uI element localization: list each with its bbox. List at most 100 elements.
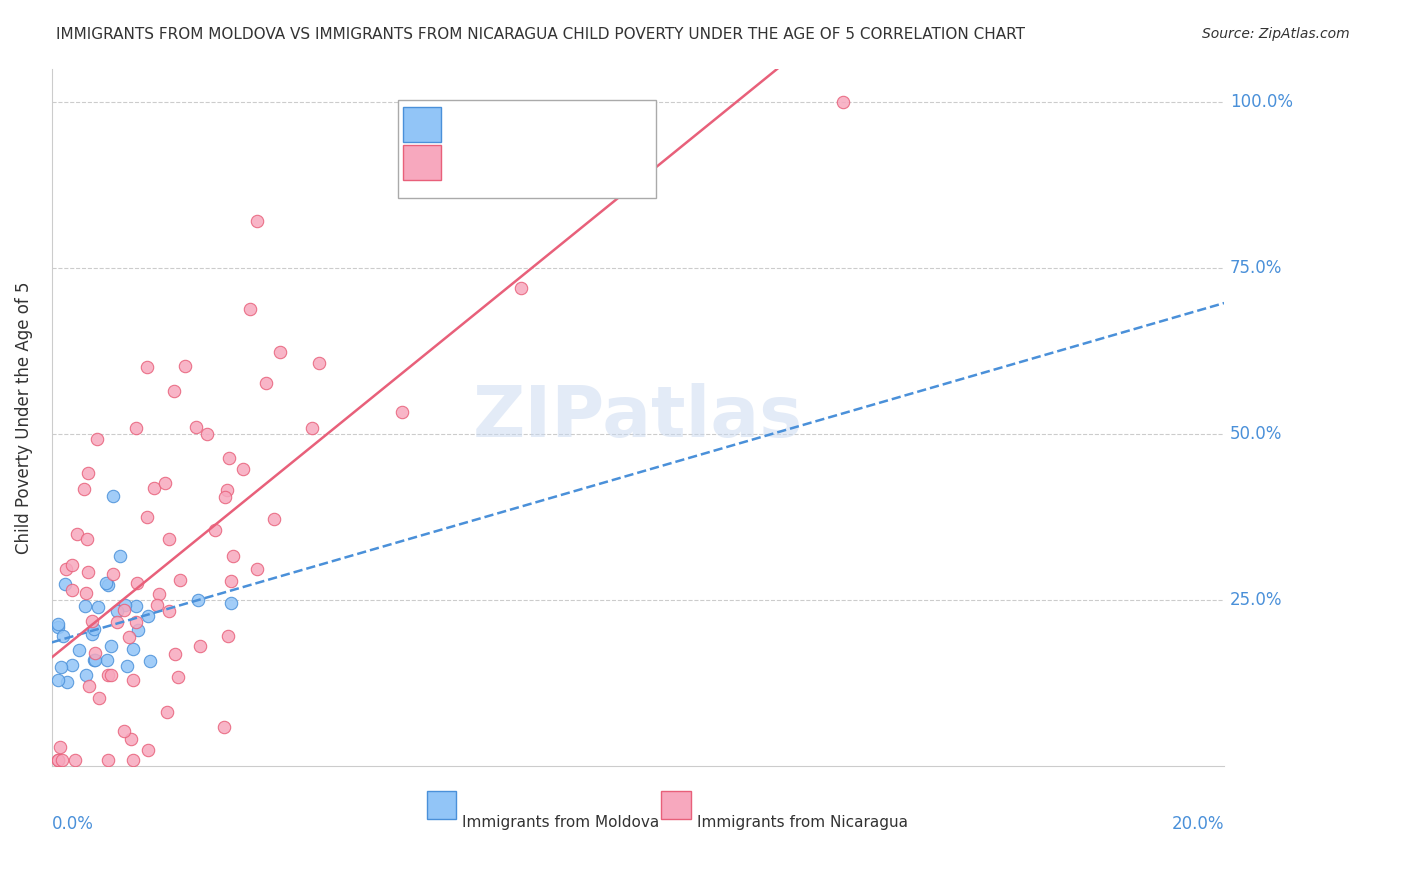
- Nicaragua: [174, 359, 197, 373]
- Nicaragua: [239, 302, 262, 317]
- Moldova: [108, 549, 131, 563]
- Moldova: [60, 657, 83, 672]
- FancyBboxPatch shape: [427, 790, 456, 819]
- Nicaragua: [214, 491, 236, 505]
- Nicaragua: [832, 95, 855, 109]
- Moldova: [103, 489, 125, 503]
- Nicaragua: [127, 575, 149, 590]
- Nicaragua: [86, 432, 108, 446]
- Nicaragua: [219, 574, 242, 588]
- Moldova: [49, 660, 72, 674]
- Moldova: [221, 596, 243, 610]
- Nicaragua: [218, 450, 240, 465]
- Text: IMMIGRANTS FROM MOLDOVA VS IMMIGRANTS FROM NICARAGUA CHILD POVERTY UNDER THE AGE: IMMIGRANTS FROM MOLDOVA VS IMMIGRANTS FR…: [56, 27, 1025, 42]
- Moldova: [127, 623, 149, 637]
- Moldova: [75, 599, 97, 613]
- Nicaragua: [117, 630, 139, 644]
- Nicaragua: [76, 532, 98, 546]
- FancyBboxPatch shape: [398, 100, 655, 198]
- Moldova: [114, 598, 136, 612]
- Nicaragua: [96, 668, 118, 682]
- Nicaragua: [165, 648, 187, 662]
- FancyBboxPatch shape: [404, 107, 441, 142]
- Text: R = 0.489: R = 0.489: [450, 155, 533, 170]
- Nicaragua: [77, 679, 100, 693]
- Nicaragua: [190, 639, 212, 653]
- Nicaragua: [63, 753, 86, 767]
- Moldova: [46, 620, 69, 634]
- Nicaragua: [254, 376, 277, 390]
- Moldova: [107, 604, 129, 618]
- Moldova: [46, 617, 69, 632]
- Nicaragua: [155, 475, 177, 490]
- Moldova: [83, 622, 105, 636]
- Nicaragua: [166, 670, 188, 684]
- Text: 100.0%: 100.0%: [1230, 93, 1294, 111]
- Nicaragua: [217, 629, 239, 643]
- FancyBboxPatch shape: [404, 145, 441, 180]
- Nicaragua: [156, 706, 179, 720]
- Nicaragua: [84, 647, 107, 661]
- Moldova: [52, 629, 75, 643]
- Text: N = 71: N = 71: [568, 155, 624, 170]
- Moldova: [53, 577, 76, 591]
- Moldova: [115, 659, 138, 673]
- Nicaragua: [105, 615, 128, 629]
- Text: 75.0%: 75.0%: [1230, 259, 1282, 277]
- Text: N = 32: N = 32: [568, 117, 626, 132]
- Nicaragua: [122, 673, 145, 687]
- Nicaragua: [246, 214, 269, 228]
- Moldova: [100, 639, 122, 653]
- Nicaragua: [120, 731, 142, 746]
- Nicaragua: [136, 360, 159, 375]
- Nicaragua: [169, 573, 191, 587]
- Nicaragua: [49, 739, 72, 754]
- Nicaragua: [301, 421, 323, 435]
- Text: Immigrants from Nicaragua: Immigrants from Nicaragua: [696, 815, 907, 830]
- Moldova: [83, 653, 105, 667]
- Moldova: [136, 609, 159, 624]
- Nicaragua: [73, 483, 96, 497]
- Moldova: [96, 653, 118, 667]
- Nicaragua: [112, 603, 135, 617]
- Moldova: [75, 667, 97, 681]
- Nicaragua: [391, 405, 413, 419]
- Nicaragua: [157, 532, 180, 546]
- Nicaragua: [112, 723, 135, 738]
- Moldova: [187, 592, 209, 607]
- Nicaragua: [215, 483, 238, 498]
- Nicaragua: [46, 753, 69, 767]
- Nicaragua: [246, 562, 269, 576]
- Nicaragua: [221, 549, 243, 563]
- Nicaragua: [124, 615, 146, 629]
- Nicaragua: [232, 462, 254, 476]
- Nicaragua: [204, 524, 226, 538]
- Text: ZIPatlas: ZIPatlas: [472, 383, 803, 452]
- Moldova: [84, 653, 107, 667]
- Moldova: [94, 575, 117, 590]
- Nicaragua: [138, 743, 160, 757]
- Moldova: [55, 675, 77, 690]
- Nicaragua: [75, 586, 97, 600]
- Moldova: [82, 627, 104, 641]
- Nicaragua: [46, 753, 69, 767]
- Nicaragua: [100, 668, 122, 682]
- Text: 20.0%: 20.0%: [1171, 815, 1225, 833]
- Moldova: [121, 641, 143, 656]
- Nicaragua: [87, 690, 110, 705]
- Nicaragua: [121, 753, 143, 767]
- Text: Immigrants from Moldova: Immigrants from Moldova: [463, 815, 659, 830]
- Moldova: [139, 654, 162, 668]
- Nicaragua: [509, 281, 531, 295]
- Nicaragua: [157, 603, 180, 617]
- Nicaragua: [308, 355, 330, 369]
- Moldova: [86, 599, 108, 614]
- Text: 0.0%: 0.0%: [52, 815, 94, 833]
- Nicaragua: [136, 510, 159, 524]
- Nicaragua: [212, 720, 235, 734]
- Nicaragua: [66, 527, 89, 541]
- Nicaragua: [77, 566, 100, 580]
- Nicaragua: [76, 466, 98, 480]
- Nicaragua: [82, 614, 104, 628]
- FancyBboxPatch shape: [661, 790, 690, 819]
